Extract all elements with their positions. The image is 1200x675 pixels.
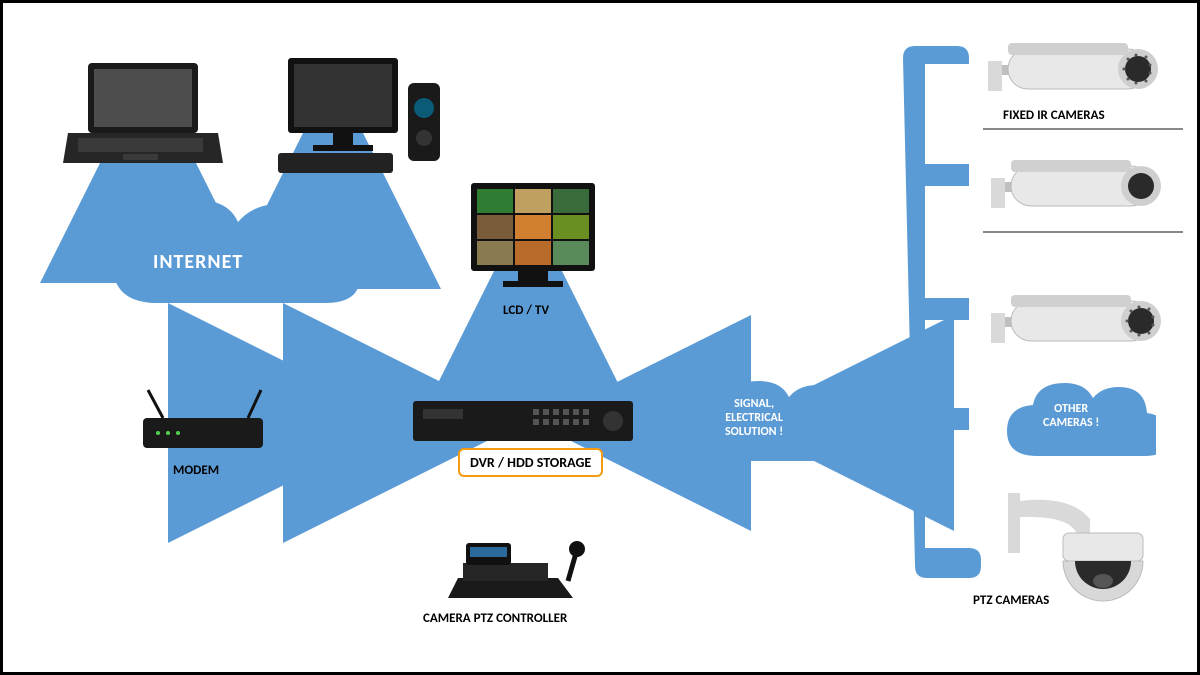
modem-icon [133, 388, 273, 458]
other-cameras-label: OTHER CAMERAS ! [1043, 403, 1099, 431]
signal-label: SIGNAL, ELECTRICAL SOLUTION ! [725, 398, 783, 439]
camera-bus [903, 46, 981, 578]
desktop-icon [278, 53, 448, 178]
dvr-icon [413, 395, 633, 447]
modem-label: MODEM [173, 463, 219, 478]
fixed-ir-camera-1-icon [978, 21, 1178, 106]
lcd-tv-icon [463, 178, 603, 298]
ptz-controller-icon [448, 523, 593, 603]
ptz-camera-icon [1003, 483, 1178, 633]
diagram-canvas: INTERNET MODEM LCD / TV D [0, 0, 1200, 675]
ptz-cameras-label: PTZ CAMERAS [973, 593, 1049, 608]
dvr-callout: DVR / HDD STORAGE [458, 448, 603, 477]
lcd-label: LCD / TV [503, 303, 549, 318]
laptop-icon [58, 58, 223, 173]
fixed-ir-camera-3-icon [981, 273, 1181, 358]
fixed-ir-label: FIXED IR CAMERAS [1003, 108, 1105, 123]
ptz-controller-label: CAMERA PTZ CONTROLLER [423, 611, 567, 626]
internet-label: INTERNET [153, 251, 243, 274]
divider-1 [983, 128, 1183, 130]
fixed-ir-camera-2-icon [981, 138, 1181, 223]
divider-2 [983, 231, 1183, 233]
